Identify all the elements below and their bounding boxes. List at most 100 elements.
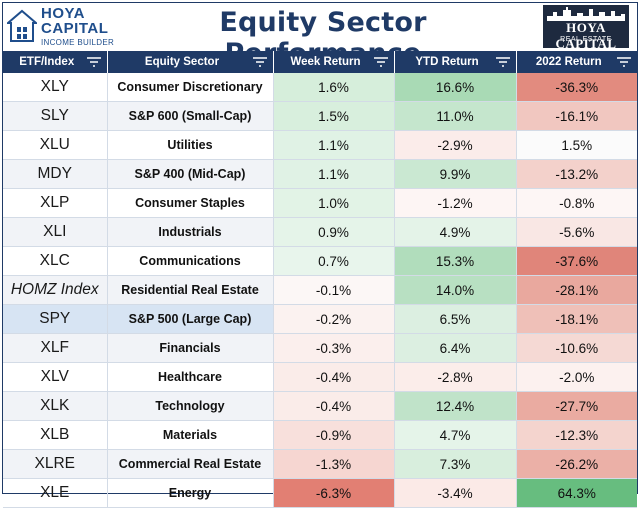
etf-cell: SPY [3, 304, 108, 334]
sector-cell: Energy [107, 478, 274, 508]
week-return-cell: 0.7% [273, 246, 395, 276]
sector-cell: Financials [107, 333, 274, 363]
week-return-cell: -6.3% [273, 478, 395, 508]
table-row: XLE Energy -6.3% -3.4% 64.3% [3, 478, 637, 508]
return-2022-cell: -2.0% [516, 362, 637, 392]
table-row: XLF Financials -0.3% 6.4% -10.6% [3, 333, 637, 363]
etf-cell: MDY [3, 159, 108, 189]
return-2022-cell: -27.7% [516, 391, 637, 421]
etf-cell: SLY [3, 101, 108, 131]
etf-cell: XLC [3, 246, 108, 276]
ytd-return-cell: 4.7% [394, 420, 517, 450]
ytd-return-cell: -3.4% [394, 478, 517, 508]
table-row: MDY S&P 400 (Mid-Cap) 1.1% 9.9% -13.2% [3, 159, 637, 189]
etf-cell: XLI [3, 217, 108, 247]
ytd-return-cell: -2.9% [394, 130, 517, 160]
etf-cell: HOMZ Index [3, 275, 108, 305]
sector-cell: Communications [107, 246, 274, 276]
ytd-return-cell: 12.4% [394, 391, 517, 421]
right-logo-line1: HOYA CAPITAL [555, 20, 617, 51]
filter-icon[interactable] [252, 57, 267, 67]
sector-cell: Utilities [107, 130, 274, 160]
column-header-2022[interactable]: 2022 Return [516, 51, 637, 73]
etf-cell: XLK [3, 391, 108, 421]
table-row: SLY S&P 600 (Small-Cap) 1.5% 11.0% -16.1% [3, 101, 637, 131]
week-return-cell: 1.6% [273, 73, 395, 102]
table-row: XLC Communications 0.7% 15.3% -37.6% [3, 246, 637, 276]
ytd-return-cell: 11.0% [394, 101, 517, 131]
return-2022-cell: -26.2% [516, 449, 637, 479]
sector-cell: S&P 500 (Large Cap) [107, 304, 274, 334]
ytd-return-cell: 4.9% [394, 217, 517, 247]
left-logo-line2: INCOME BUILDER [41, 37, 115, 47]
return-2022-cell: -16.1% [516, 101, 637, 131]
column-header-week[interactable]: Week Return [273, 51, 395, 73]
week-return-cell: 1.1% [273, 159, 395, 189]
week-return-cell: -0.9% [273, 420, 395, 450]
sector-cell: S&P 600 (Small-Cap) [107, 101, 274, 131]
sector-cell: S&P 400 (Mid-Cap) [107, 159, 274, 189]
column-header-sector[interactable]: Equity Sector [107, 51, 274, 73]
etf-cell: XLE [3, 478, 108, 508]
return-2022-cell: 64.3% [516, 478, 637, 508]
week-return-cell: -0.1% [273, 275, 395, 305]
hoya-real-estate-logo: HOYA CAPITAL REAL ESTATE [543, 5, 629, 51]
table-row: XLRE Commercial Real Estate -1.3% 7.3% -26.2… [3, 449, 637, 479]
return-2022-cell: -37.6% [516, 246, 637, 276]
return-2022-cell: 1.5% [516, 130, 637, 160]
filter-icon[interactable] [617, 57, 631, 67]
column-header-etf[interactable]: ETF/Index [3, 51, 108, 73]
week-return-cell: -0.4% [273, 362, 395, 392]
table-header-row: ETF/Index Equity Sector Week Return YTD … [3, 51, 637, 73]
return-2022-cell: -0.8% [516, 188, 637, 218]
filter-icon[interactable] [495, 57, 510, 67]
table-row: XLI Industrials 0.9% 4.9% -5.6% [3, 217, 637, 247]
sector-cell: Materials [107, 420, 274, 450]
ytd-return-cell: 15.3% [394, 246, 517, 276]
ytd-return-cell: 16.6% [394, 73, 517, 102]
table-row: XLY Consumer Discretionary 1.6% 16.6% -36.3% [3, 73, 637, 102]
table-row: XLV Healthcare -0.4% -2.8% -2.0% [3, 362, 637, 392]
filter-icon[interactable] [373, 57, 388, 67]
header-bar: HOYA CAPITAL INCOME BUILDER Equity Secto… [3, 3, 637, 69]
ytd-return-cell: 6.4% [394, 333, 517, 363]
house-icon [5, 9, 39, 43]
return-2022-cell: -10.6% [516, 333, 637, 363]
skyline-icon [547, 7, 625, 21]
left-logo-line1: HOYA CAPITAL [41, 4, 109, 37]
ytd-return-cell: -1.2% [394, 188, 517, 218]
etf-cell: XLY [3, 73, 108, 102]
week-return-cell: 1.1% [273, 130, 395, 160]
sector-cell: Technology [107, 391, 274, 421]
return-2022-cell: -12.3% [516, 420, 637, 450]
etf-cell: XLV [3, 362, 108, 392]
return-2022-cell: -18.1% [516, 304, 637, 334]
hoya-income-builder-logo: HOYA CAPITAL INCOME BUILDER [5, 4, 127, 47]
table-row: XLK Technology -0.4% 12.4% -27.7% [3, 391, 637, 421]
ytd-return-cell: 14.0% [394, 275, 517, 305]
etf-cell: XLU [3, 130, 108, 160]
sector-cell: Consumer Discretionary [107, 73, 274, 102]
etf-cell: XLP [3, 188, 108, 218]
etf-cell: XLB [3, 420, 108, 450]
sector-cell: Industrials [107, 217, 274, 247]
ytd-return-cell: 7.3% [394, 449, 517, 479]
sector-cell: Residential Real Estate [107, 275, 274, 305]
ytd-return-cell: -2.8% [394, 362, 517, 392]
ytd-return-cell: 6.5% [394, 304, 517, 334]
sector-cell: Commercial Real Estate [107, 449, 274, 479]
filter-icon[interactable] [86, 57, 101, 67]
table-row: SPY S&P 500 (Large Cap) -0.2% 6.5% -18.1% [3, 304, 637, 334]
week-return-cell: 1.0% [273, 188, 395, 218]
sector-cell: Healthcare [107, 362, 274, 392]
week-return-cell: 1.5% [273, 101, 395, 131]
week-return-cell: -1.3% [273, 449, 395, 479]
return-2022-cell: -5.6% [516, 217, 637, 247]
week-return-cell: -0.4% [273, 391, 395, 421]
ytd-return-cell: 9.9% [394, 159, 517, 189]
column-header-ytd[interactable]: YTD Return [394, 51, 517, 73]
table-row: XLP Consumer Staples 1.0% -1.2% -0.8% [3, 188, 637, 218]
week-return-cell: -0.3% [273, 333, 395, 363]
week-return-cell: 0.9% [273, 217, 395, 247]
